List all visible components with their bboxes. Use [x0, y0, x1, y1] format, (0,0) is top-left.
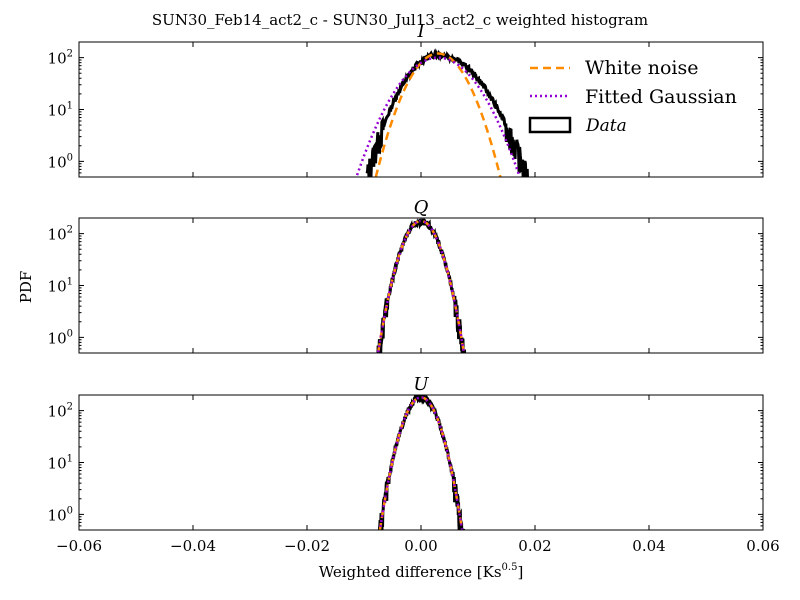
x-tick-label: 0.02 [518, 537, 551, 555]
x-tick-label: −0.04 [170, 537, 216, 555]
x-tick-label: 0.00 [404, 537, 437, 555]
axes-frame [78, 394, 764, 531]
legend-swatch-data [528, 116, 572, 134]
series-data [376, 218, 467, 353]
legend-label-data: Data [585, 116, 627, 136]
x-tick-label: 0.06 [746, 537, 779, 555]
panel-title: I [416, 21, 425, 42]
legend: White noise Fitted Gaussian Data [528, 57, 737, 136]
panel-title: U [413, 374, 429, 395]
panels: I 100 101 102 Q 100 101 102 U −0.06 −0.04 −0.02 0.00… [48, 21, 780, 555]
plot-area [355, 48, 529, 177]
y-tick-label: 101 [48, 101, 73, 120]
y-tick-label: 102 [48, 225, 73, 244]
series-white-noise [376, 219, 466, 353]
x-tick-label: −0.02 [284, 537, 330, 555]
series-data [365, 48, 529, 177]
y-tick-label: 102 [48, 49, 73, 68]
x-tick-label: 0.04 [632, 537, 665, 555]
panel-q: Q 100 101 102 [48, 197, 764, 354]
panel-u: U −0.06 −0.04 −0.02 0.00 0.02 0.04 0.06 100 101 10… [48, 374, 780, 555]
y-tick-label: 100 [48, 152, 73, 171]
series-white-noise [374, 52, 502, 177]
legend-label-white-noise: White noise [585, 57, 699, 79]
y-tick-label: 100 [48, 505, 73, 524]
panel-title: Q [414, 197, 429, 218]
y-axis-label: PDF [17, 271, 35, 304]
x-axis-label-main: Weighted difference [Ks [319, 563, 502, 581]
plot-area [377, 395, 465, 530]
y-tick-label: 101 [48, 454, 73, 473]
y-tick-label: 102 [48, 402, 73, 421]
x-axis-label-close: ] [517, 563, 523, 581]
x-tick-label: −0.06 [56, 537, 102, 555]
y-tick-label: 100 [48, 328, 73, 347]
series-data [377, 395, 465, 530]
figure-title: SUN30_Feb14_act2_c - SUN30_Jul13_act2_c … [152, 11, 648, 29]
x-axis-label-sup: 0.5 [502, 562, 518, 573]
legend-label-fitted-gaussian: Fitted Gaussian [585, 86, 737, 108]
x-axis-label: Weighted difference [Ks0.5] [319, 562, 524, 581]
series-fitted-gaussian [355, 56, 522, 177]
y-tick-label: 101 [48, 277, 73, 296]
panel-i: I 100 101 102 [48, 21, 764, 178]
axes-frame [78, 217, 764, 354]
